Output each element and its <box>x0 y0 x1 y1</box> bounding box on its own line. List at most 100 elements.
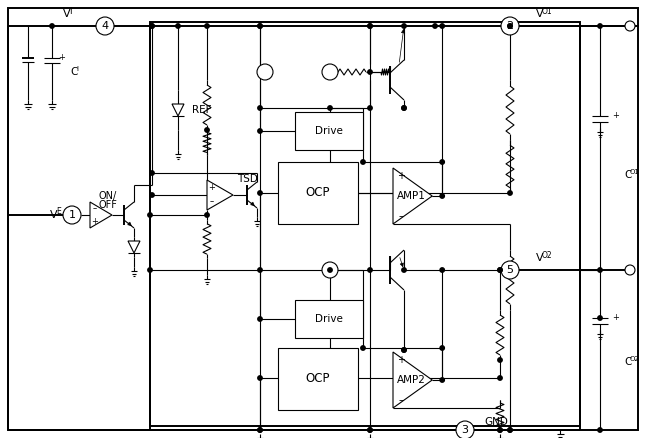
Circle shape <box>150 171 154 175</box>
Circle shape <box>367 24 372 28</box>
Text: –: – <box>399 211 404 221</box>
Circle shape <box>367 24 372 28</box>
Circle shape <box>258 268 262 272</box>
Circle shape <box>361 160 365 164</box>
Circle shape <box>361 346 365 350</box>
Circle shape <box>367 428 372 432</box>
Circle shape <box>258 428 262 432</box>
Text: V: V <box>63 9 71 19</box>
Text: OCP: OCP <box>306 372 330 385</box>
Circle shape <box>508 24 512 28</box>
Text: 4: 4 <box>102 21 109 31</box>
Text: –: – <box>93 205 97 213</box>
Text: –: – <box>210 198 214 206</box>
Circle shape <box>258 24 262 28</box>
Circle shape <box>508 428 512 432</box>
Text: 3: 3 <box>461 425 468 435</box>
Circle shape <box>205 213 209 217</box>
Text: +: + <box>92 216 98 226</box>
Text: I: I <box>69 7 72 15</box>
Text: Drive: Drive <box>315 126 343 136</box>
Polygon shape <box>393 168 432 224</box>
Text: C: C <box>624 357 631 367</box>
Circle shape <box>402 348 406 352</box>
Text: O1: O1 <box>630 169 640 175</box>
Circle shape <box>498 376 502 380</box>
Circle shape <box>367 428 372 432</box>
Circle shape <box>498 428 502 432</box>
Text: AMP1: AMP1 <box>397 191 426 201</box>
Polygon shape <box>90 202 112 228</box>
Text: E: E <box>56 208 61 216</box>
Text: O1: O1 <box>542 7 553 15</box>
Circle shape <box>440 378 444 382</box>
Text: C: C <box>70 67 78 77</box>
Text: TSD: TSD <box>237 174 258 184</box>
Polygon shape <box>172 104 184 116</box>
Circle shape <box>402 106 406 110</box>
Text: +: + <box>612 110 619 120</box>
Circle shape <box>440 346 444 350</box>
Circle shape <box>258 317 262 321</box>
Circle shape <box>402 348 406 352</box>
Circle shape <box>367 106 372 110</box>
Text: 5: 5 <box>507 265 514 275</box>
Circle shape <box>498 268 502 272</box>
Text: AMP2: AMP2 <box>397 375 426 385</box>
Circle shape <box>598 316 602 320</box>
Circle shape <box>258 428 262 432</box>
Circle shape <box>598 268 602 272</box>
Text: OCP: OCP <box>306 187 330 199</box>
Circle shape <box>148 213 152 217</box>
Circle shape <box>150 24 154 28</box>
Bar <box>295 112 363 150</box>
Circle shape <box>440 268 444 272</box>
Circle shape <box>625 21 635 31</box>
Text: O2: O2 <box>630 356 640 362</box>
Text: 2: 2 <box>507 21 514 31</box>
Circle shape <box>440 24 444 28</box>
Circle shape <box>150 193 154 197</box>
Text: –: – <box>399 395 404 405</box>
Circle shape <box>367 268 372 272</box>
Text: V: V <box>50 210 58 220</box>
Text: O2: O2 <box>542 251 553 259</box>
Circle shape <box>501 17 519 35</box>
Circle shape <box>440 194 444 198</box>
Bar <box>278 348 358 410</box>
Text: C: C <box>624 170 631 180</box>
Text: +: + <box>59 53 65 61</box>
Text: I: I <box>76 66 78 72</box>
Circle shape <box>322 64 338 80</box>
Polygon shape <box>207 180 233 210</box>
Polygon shape <box>128 241 140 253</box>
Text: OFF: OFF <box>98 200 118 210</box>
Circle shape <box>148 268 152 272</box>
Circle shape <box>456 421 474 438</box>
Bar <box>278 162 358 224</box>
Circle shape <box>205 128 209 132</box>
Text: REF: REF <box>192 105 212 115</box>
Circle shape <box>258 129 262 133</box>
Polygon shape <box>393 352 432 408</box>
Circle shape <box>402 24 406 28</box>
Circle shape <box>498 428 502 432</box>
Circle shape <box>498 268 502 272</box>
Circle shape <box>508 191 512 195</box>
Circle shape <box>402 268 406 272</box>
Circle shape <box>63 206 81 224</box>
Circle shape <box>433 24 437 28</box>
Bar <box>295 300 363 338</box>
Text: GND: GND <box>484 417 508 427</box>
Circle shape <box>440 160 444 164</box>
Circle shape <box>598 24 602 28</box>
Text: +: + <box>208 184 215 192</box>
Circle shape <box>50 24 54 28</box>
Circle shape <box>328 268 332 272</box>
Circle shape <box>598 428 602 432</box>
Circle shape <box>501 261 519 279</box>
Text: +: + <box>397 171 405 181</box>
Text: Drive: Drive <box>315 314 343 324</box>
Circle shape <box>328 106 332 110</box>
Circle shape <box>625 265 635 275</box>
